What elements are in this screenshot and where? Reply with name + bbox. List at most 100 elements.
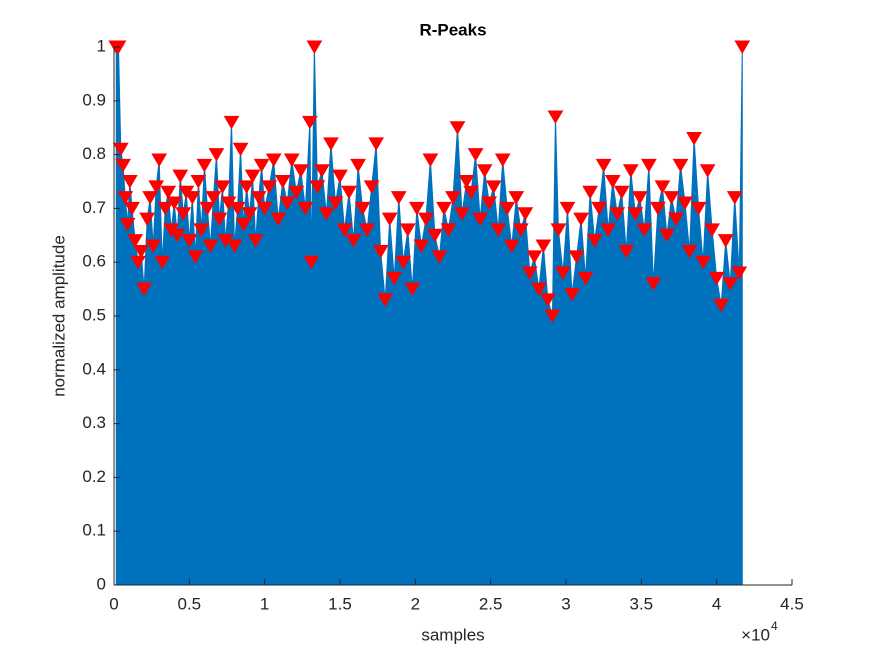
peak-marker (318, 207, 335, 221)
peak-marker (117, 191, 134, 205)
peak-marker (668, 212, 684, 227)
peak-marker (211, 212, 228, 227)
y-tick-label: 0.3 (82, 413, 106, 432)
peak-marker (622, 164, 639, 178)
x-exponent-power: 4 (771, 619, 778, 633)
peak-marker (232, 142, 249, 157)
y-tick-label: 0.1 (82, 521, 106, 540)
plot-area (108, 40, 751, 586)
peak-marker (476, 164, 493, 178)
peak-marker (631, 191, 648, 205)
peak-marker (636, 223, 653, 237)
peak-marker (241, 207, 258, 221)
peak-marker (627, 207, 644, 221)
chart-title: R-Peaks (419, 20, 486, 39)
peak-marker (550, 223, 567, 237)
peak-marker (726, 191, 743, 205)
peak-marker (151, 153, 168, 167)
peak-marker (699, 164, 716, 178)
peak-marker (559, 201, 576, 216)
x-axis-label: samples (421, 625, 484, 644)
peak-marker (734, 40, 751, 54)
peak-marker (292, 164, 309, 178)
peak-marker (467, 148, 484, 162)
peak-marker (250, 191, 267, 205)
peak-marker (540, 293, 556, 307)
peak-marker (618, 244, 635, 259)
peak-marker (408, 201, 425, 216)
peak-marker (418, 212, 434, 227)
peak-marker (363, 180, 380, 194)
peak-marker (645, 277, 662, 291)
peak-marker (157, 201, 174, 216)
y-tick-label: 0 (97, 574, 106, 593)
peak-marker (306, 40, 323, 54)
peak-marker (283, 153, 300, 167)
peak-marker (323, 137, 339, 151)
peak-marker (142, 191, 159, 205)
peak-marker (124, 201, 140, 216)
peak-marker (503, 239, 520, 254)
peak-marker (270, 212, 287, 227)
peak-marker (555, 266, 571, 280)
peak-marker (381, 212, 398, 227)
peak-marker (208, 148, 225, 162)
peak-marker (595, 158, 612, 173)
peak-marker (463, 185, 479, 200)
peak-marker (341, 185, 357, 200)
peak-marker (386, 271, 403, 286)
peak-marker (445, 191, 461, 205)
peak-marker (512, 223, 529, 237)
peak-marker (112, 142, 129, 157)
peak-marker (613, 185, 630, 200)
peak-marker (413, 239, 430, 254)
y-tick-label: 0.9 (82, 90, 106, 109)
x-tick-label: 1 (260, 594, 269, 613)
peak-marker (650, 201, 666, 216)
y-tick-label: 0.7 (82, 198, 106, 217)
peak-marker (717, 234, 734, 248)
peak-marker (586, 234, 603, 248)
peak-marker (303, 255, 320, 270)
peak-marker (199, 201, 216, 216)
peak-marker (481, 196, 498, 211)
peak-marker (390, 191, 407, 205)
peak-marker (440, 223, 457, 237)
peak-marker (547, 110, 564, 124)
peak-marker (490, 223, 507, 237)
peak-marker (235, 218, 252, 232)
peak-marker (422, 153, 439, 167)
peak-marker (130, 255, 146, 270)
peak-marker (591, 201, 608, 216)
peak-marker (454, 207, 470, 221)
y-tick-label: 0.5 (82, 305, 106, 324)
peak-marker (499, 201, 516, 216)
peak-marker (659, 228, 675, 243)
peak-marker (297, 201, 314, 216)
peak-marker (458, 175, 475, 189)
peak-marker (301, 115, 318, 130)
peak-marker (722, 277, 739, 291)
peak-marker (205, 191, 222, 205)
peak-marker (681, 244, 698, 259)
peak-marker (568, 250, 585, 264)
peak-marker (564, 287, 580, 302)
peak-marker (193, 223, 210, 237)
peak-marker (265, 153, 282, 167)
peak-marker (314, 164, 330, 178)
peak-marker (521, 266, 538, 280)
peak-marker (181, 234, 198, 248)
peak-marker (713, 298, 730, 313)
peak-marker (535, 239, 552, 254)
peak-marker (121, 175, 138, 189)
peak-marker (202, 239, 219, 254)
peak-marker (472, 212, 488, 227)
peak-marker (573, 212, 589, 227)
peak-marker (517, 207, 534, 221)
peak-marker (427, 228, 443, 243)
peak-marker (485, 180, 502, 194)
peak-marker (253, 158, 270, 173)
peak-marker (184, 191, 201, 205)
